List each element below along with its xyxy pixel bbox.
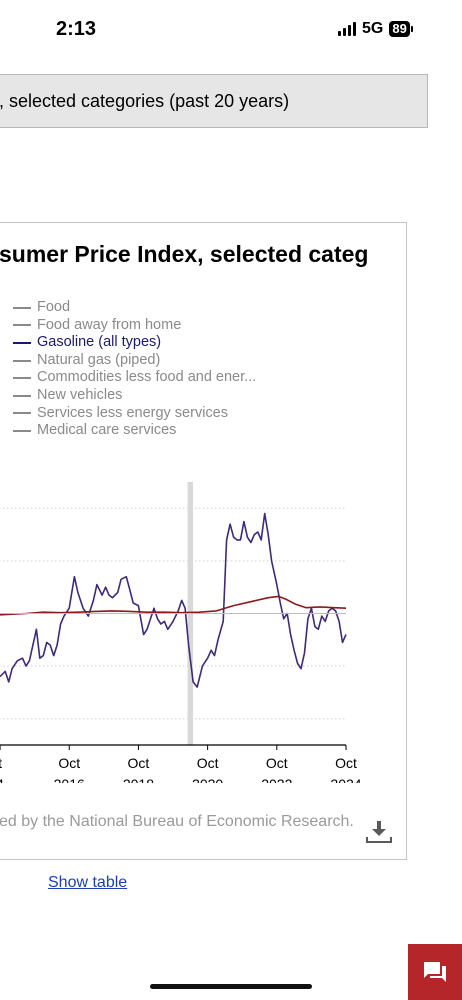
legend-label: Services less energy services <box>37 404 228 421</box>
legend-label: New vehicles <box>37 386 123 403</box>
x-tick-label: t <box>0 755 2 771</box>
legend-item[interactable]: Services less energy services <box>13 405 256 423</box>
chat-icon <box>424 962 446 982</box>
chat-button[interactable] <box>408 944 462 1000</box>
x-tick-year: 2018 <box>123 776 154 783</box>
show-table-link[interactable]: Show table <box>48 874 128 891</box>
source-note: ed by the National Bureau of Economic Re… <box>0 813 354 830</box>
chart-card: sumer Price Index, selected categ Food Fo… <box>0 222 407 860</box>
x-tick-label: Oct <box>335 755 357 771</box>
legend-item[interactable]: Natural gas (piped) <box>13 352 256 370</box>
legend-label: Food <box>37 299 71 315</box>
battery-level: 89 <box>389 21 410 37</box>
legend-item[interactable]: Commodities less food and ener... <box>13 369 256 387</box>
legend-swatch <box>13 359 31 362</box>
chart-selector-bar[interactable]: , selected categories (past 20 years) <box>0 74 428 128</box>
legend-swatch <box>13 377 31 380</box>
status-indicators: 5G 89 <box>338 20 413 38</box>
download-icon[interactable] <box>365 819 393 845</box>
x-tick-label: Oct <box>266 755 288 771</box>
x-tick-year: 2022 <box>261 776 292 783</box>
legend-item[interactable]: New vehicles <box>13 387 256 405</box>
legend-swatch <box>13 324 31 327</box>
battery-icon: 89 <box>389 21 413 37</box>
legend-label: Food away from home <box>37 316 182 333</box>
legend-swatch <box>13 412 31 415</box>
signal-icon <box>338 22 356 36</box>
x-tick-label: Oct <box>197 755 219 771</box>
x-tick-label: Oct <box>58 755 80 771</box>
network-label: 5G <box>362 20 384 37</box>
chart-legend: Food Food away from home Gasoline (all typ… <box>13 299 256 440</box>
status-time: 2:13 <box>56 18 97 40</box>
legend-label: Commodities less food and ener... <box>37 369 257 386</box>
series-line <box>0 595 347 616</box>
legend-swatch <box>13 394 31 397</box>
legend-item[interactable]: Food <box>13 299 256 317</box>
home-indicator <box>150 984 312 989</box>
legend-swatch <box>13 429 31 432</box>
chart-title: sumer Price Index, selected categ <box>0 241 369 267</box>
legend-swatch <box>13 341 31 344</box>
chart-plot: t 4 Oct 2016 Oct 2018 Oct 2020 Oct 2022 Oct 2024 <box>0 482 362 783</box>
legend-item[interactable]: Food away from home <box>13 317 256 335</box>
x-tick-year: 2020 <box>192 776 223 783</box>
legend-label: Medical care services <box>37 422 177 439</box>
x-tick-year: 2024 <box>330 776 361 783</box>
legend-item[interactable]: Gasoline (all types) <box>13 334 256 352</box>
series-line <box>0 512 347 688</box>
x-tick-year: 2016 <box>54 776 85 783</box>
legend-label: Gasoline (all types) <box>37 334 162 351</box>
x-tick-year: 4 <box>0 776 4 783</box>
legend-item[interactable]: Medical care services <box>13 422 256 440</box>
legend-label: Natural gas (piped) <box>37 351 161 368</box>
legend-swatch <box>13 306 31 309</box>
x-tick-label: Oct <box>128 755 150 771</box>
